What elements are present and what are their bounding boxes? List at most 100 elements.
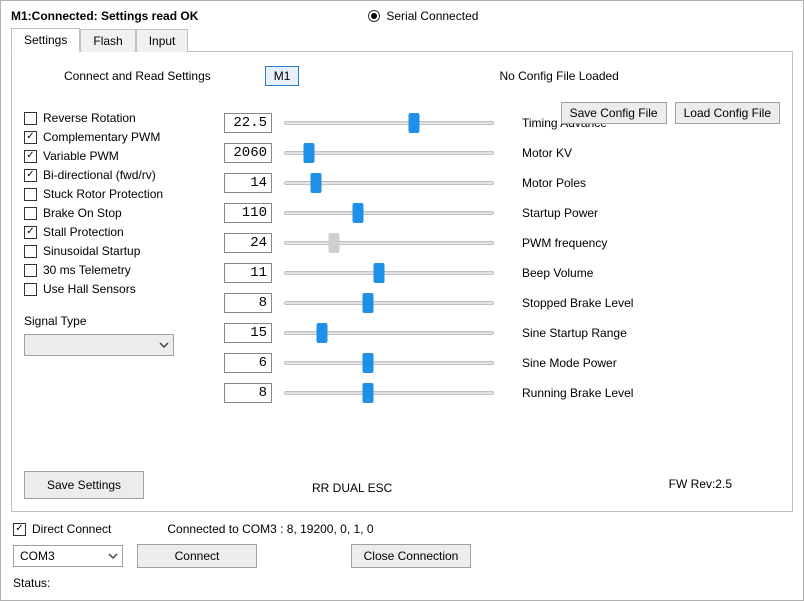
slider-track — [284, 301, 494, 305]
fw-rev-label: FW Rev:2.5 — [669, 477, 732, 491]
slider-track — [284, 271, 494, 275]
signal-type-dropdown[interactable] — [24, 334, 174, 356]
param-label: PWM frequency — [522, 228, 664, 258]
checkbox-label: Complementary PWM — [43, 130, 160, 144]
slider-thumb[interactable] — [373, 263, 384, 283]
config-buttons: Save Config File Load Config File — [561, 102, 780, 124]
param-value-input[interactable] — [224, 173, 272, 193]
param-label: Running Brake Level — [522, 378, 664, 408]
chevron-down-icon — [159, 340, 169, 350]
slider-thumb[interactable] — [363, 293, 374, 313]
checkbox[interactable] — [24, 264, 37, 277]
param-slider[interactable] — [284, 203, 494, 223]
param-label: Motor Poles — [522, 168, 664, 198]
checkbox-row: Use Hall Sensors — [24, 279, 218, 299]
tab-settings[interactable]: Settings — [11, 28, 80, 52]
checkbox[interactable] — [24, 245, 37, 258]
param-label: Stopped Brake Level — [522, 288, 664, 318]
checkbox[interactable] — [24, 207, 37, 220]
tab-flash-label: Flash — [93, 34, 122, 48]
tab-input-label: Input — [149, 34, 176, 48]
checkbox[interactable]: ✓ — [24, 169, 37, 182]
slider-thumb[interactable] — [316, 323, 327, 343]
checkbox-label: 30 ms Telemetry — [43, 263, 131, 277]
slider-thumb[interactable] — [363, 353, 374, 373]
param-row — [224, 348, 514, 378]
param-value-input[interactable] — [224, 203, 272, 223]
chevron-down-icon — [108, 551, 118, 561]
load-config-button[interactable]: Load Config File — [675, 102, 780, 124]
checkbox[interactable]: ✓ — [24, 226, 37, 239]
slider-thumb[interactable] — [409, 113, 420, 133]
param-slider[interactable] — [284, 143, 494, 163]
com-port-dropdown[interactable]: COM3 — [13, 545, 123, 567]
param-label: Motor KV — [522, 138, 664, 168]
slider-track — [284, 211, 494, 215]
param-slider[interactable] — [284, 293, 494, 313]
connect-button[interactable]: Connect — [137, 544, 257, 568]
checkbox-row: Reverse Rotation — [24, 108, 218, 128]
slider-thumb[interactable] — [352, 203, 363, 223]
param-label: Sine Startup Range — [522, 318, 664, 348]
serial-status-radio[interactable]: Serial Connected — [368, 9, 478, 23]
tab-input[interactable]: Input — [136, 29, 189, 52]
tab-flash[interactable]: Flash — [80, 29, 135, 52]
com-port-value: COM3 — [20, 549, 55, 563]
save-settings-button[interactable]: Save Settings — [24, 471, 144, 499]
param-label: Beep Volume — [522, 258, 664, 288]
param-row — [224, 288, 514, 318]
checkbox[interactable]: ✓ — [24, 150, 37, 163]
header-row: M1:Connected: Settings read OK Serial Co… — [11, 9, 793, 23]
checkbox-row: ✓Variable PWM — [24, 146, 218, 166]
checkbox[interactable] — [24, 283, 37, 296]
param-value-input[interactable] — [224, 263, 272, 283]
checkbox-label: Stuck Rotor Protection — [43, 187, 163, 201]
param-value-input[interactable] — [224, 233, 272, 253]
signal-type-label: Signal Type — [24, 314, 218, 328]
direct-connect-checkbox[interactable]: ✓ — [13, 523, 26, 536]
param-slider[interactable] — [284, 173, 494, 193]
param-value-input[interactable] — [224, 323, 272, 343]
param-slider[interactable] — [284, 233, 494, 253]
checkbox[interactable] — [24, 112, 37, 125]
param-slider[interactable] — [284, 383, 494, 403]
tab-settings-label: Settings — [24, 33, 67, 47]
close-connection-button[interactable]: Close Connection — [351, 544, 471, 568]
param-row — [224, 318, 514, 348]
checkbox-row: ✓ Stall Protection — [24, 222, 218, 242]
param-value-input[interactable] — [224, 383, 272, 403]
checkbox-label: Reverse Rotation — [43, 111, 136, 125]
slider-thumb[interactable] — [363, 383, 374, 403]
serial-status-label: Serial Connected — [386, 9, 478, 23]
checkbox-label: Bi-directional (fwd/rv) — [43, 168, 156, 182]
direct-connect-row: ✓ Direct Connect Connected to COM3 : 8, … — [13, 522, 791, 536]
param-row — [224, 228, 514, 258]
m1-button[interactable]: M1 — [265, 66, 300, 86]
window-title: M1:Connected: Settings read OK — [11, 9, 198, 23]
param-value-input[interactable] — [224, 113, 272, 133]
param-slider[interactable] — [284, 353, 494, 373]
param-value-input[interactable] — [224, 143, 272, 163]
param-row — [224, 108, 514, 138]
param-row — [224, 138, 514, 168]
connect-read-label: Connect and Read Settings — [64, 69, 211, 83]
slider-thumb[interactable] — [329, 233, 340, 253]
param-slider[interactable] — [284, 263, 494, 283]
main-window: M1:Connected: Settings read OK Serial Co… — [0, 0, 804, 601]
connect-row: Connect and Read Settings M1 No Config F… — [24, 66, 780, 86]
checkbox-row: 30 ms Telemetry — [24, 260, 218, 280]
checkbox-row: Stuck Rotor Protection — [24, 184, 218, 204]
checkbox-label: Stall Protection — [43, 225, 124, 239]
param-slider[interactable] — [284, 323, 494, 343]
checkbox[interactable]: ✓ — [24, 131, 37, 144]
param-value-input[interactable] — [224, 353, 272, 373]
param-value-input[interactable] — [224, 293, 272, 313]
slider-thumb[interactable] — [310, 173, 321, 193]
slider-track — [284, 361, 494, 365]
param-slider[interactable] — [284, 113, 494, 133]
checkbox-row: Sinusoidal Startup — [24, 241, 218, 261]
slider-thumb[interactable] — [304, 143, 315, 163]
settings-panel: Connect and Read Settings M1 No Config F… — [11, 52, 793, 512]
checkbox[interactable] — [24, 188, 37, 201]
save-config-button[interactable]: Save Config File — [561, 102, 667, 124]
